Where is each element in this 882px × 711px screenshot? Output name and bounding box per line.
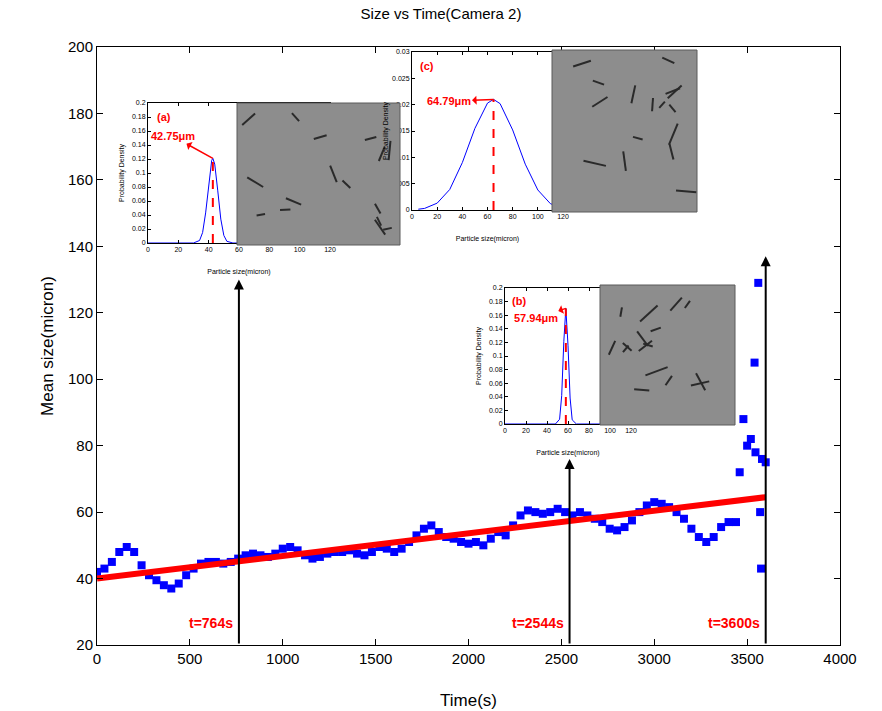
svg-text:0.14: 0.14 <box>132 141 146 148</box>
svg-text:Mean size(micron): Mean size(micron) <box>38 276 57 416</box>
svg-text:0.04: 0.04 <box>489 393 503 400</box>
svg-text:t=764s: t=764s <box>189 615 233 631</box>
svg-text:4000: 4000 <box>823 650 856 667</box>
svg-text:0.06: 0.06 <box>489 380 503 387</box>
svg-text:0: 0 <box>503 427 507 434</box>
svg-text:0: 0 <box>499 420 503 427</box>
svg-text:1000: 1000 <box>266 650 299 667</box>
svg-text:0.18: 0.18 <box>132 113 146 120</box>
svg-text:57.94μm: 57.94μm <box>514 312 558 324</box>
svg-text:0.04: 0.04 <box>132 211 146 218</box>
svg-text:0.01: 0.01 <box>396 154 410 161</box>
svg-text:0.1: 0.1 <box>493 352 503 359</box>
svg-text:3000: 3000 <box>638 650 671 667</box>
svg-text:0.03: 0.03 <box>396 48 410 55</box>
svg-text:80: 80 <box>76 437 93 454</box>
svg-text:Particle size(micron): Particle size(micron) <box>536 449 599 457</box>
svg-text:0.08: 0.08 <box>489 366 503 373</box>
svg-text:140: 140 <box>68 238 93 255</box>
svg-text:0: 0 <box>406 206 410 213</box>
svg-text:2500: 2500 <box>545 650 578 667</box>
svg-text:180: 180 <box>68 105 93 122</box>
svg-text:0.025: 0.025 <box>392 75 410 82</box>
svg-text:Size vs Time(Camera 2): Size vs Time(Camera 2) <box>361 5 522 22</box>
svg-text:0.12: 0.12 <box>132 155 146 162</box>
svg-text:0.2: 0.2 <box>136 99 146 106</box>
svg-text:40: 40 <box>76 570 93 587</box>
svg-text:(a): (a) <box>157 111 171 123</box>
svg-text:0.2: 0.2 <box>493 284 503 291</box>
svg-text:120: 120 <box>625 427 637 434</box>
svg-text:60: 60 <box>484 213 492 220</box>
svg-text:0: 0 <box>146 246 150 253</box>
svg-text:60: 60 <box>564 427 572 434</box>
svg-text:0.015: 0.015 <box>392 127 410 134</box>
svg-text:42.75μm: 42.75μm <box>151 130 195 142</box>
svg-text:64.79μm: 64.79μm <box>427 95 471 107</box>
svg-text:20: 20 <box>433 213 441 220</box>
svg-text:Probability Density: Probability Density <box>382 102 390 160</box>
svg-text:40: 40 <box>543 427 551 434</box>
svg-text:0: 0 <box>410 213 414 220</box>
svg-text:Probability Density: Probability Density <box>118 144 126 202</box>
svg-text:0.1: 0.1 <box>136 169 146 176</box>
svg-text:(c): (c) <box>420 60 434 72</box>
svg-text:20: 20 <box>76 636 93 653</box>
svg-text:1500: 1500 <box>359 650 392 667</box>
svg-text:80: 80 <box>509 213 517 220</box>
svg-text:(b): (b) <box>512 295 526 307</box>
svg-text:20: 20 <box>522 427 530 434</box>
svg-text:Particle size(micron): Particle size(micron) <box>207 268 270 276</box>
svg-text:Probability Density: Probability Density <box>475 327 483 385</box>
svg-text:80: 80 <box>585 427 593 434</box>
svg-text:500: 500 <box>177 650 202 667</box>
svg-text:120: 120 <box>557 213 569 220</box>
svg-text:0.02: 0.02 <box>396 101 410 108</box>
svg-text:120: 120 <box>324 246 336 253</box>
svg-text:0.16: 0.16 <box>489 312 503 319</box>
svg-text:0.005: 0.005 <box>392 180 410 187</box>
svg-text:60: 60 <box>76 503 93 520</box>
svg-text:0.18: 0.18 <box>489 298 503 305</box>
svg-text:120: 120 <box>68 304 93 321</box>
svg-text:Time(s): Time(s) <box>440 691 497 710</box>
svg-text:80: 80 <box>265 246 273 253</box>
svg-text:0.08: 0.08 <box>132 183 146 190</box>
svg-text:0.06: 0.06 <box>132 197 146 204</box>
svg-text:3500: 3500 <box>730 650 763 667</box>
svg-text:t=2544s: t=2544s <box>512 615 564 631</box>
svg-text:160: 160 <box>68 171 93 188</box>
svg-text:0.02: 0.02 <box>132 225 146 232</box>
svg-text:0.02: 0.02 <box>489 407 503 414</box>
svg-text:0: 0 <box>142 239 146 246</box>
svg-text:100: 100 <box>532 213 544 220</box>
svg-text:0.14: 0.14 <box>489 325 503 332</box>
svg-text:t=3600s: t=3600s <box>708 615 760 631</box>
svg-text:0.12: 0.12 <box>489 339 503 346</box>
svg-text:100: 100 <box>68 370 93 387</box>
svg-text:40: 40 <box>205 246 213 253</box>
svg-text:100: 100 <box>604 427 616 434</box>
svg-text:2000: 2000 <box>452 650 485 667</box>
svg-text:0.16: 0.16 <box>132 127 146 134</box>
svg-text:60: 60 <box>235 246 243 253</box>
svg-text:200: 200 <box>68 38 93 55</box>
svg-text:100: 100 <box>294 246 306 253</box>
svg-text:20: 20 <box>174 246 182 253</box>
svg-text:Particle size(micron): Particle size(micron) <box>456 235 519 243</box>
svg-text:0: 0 <box>93 650 101 667</box>
svg-text:40: 40 <box>458 213 466 220</box>
